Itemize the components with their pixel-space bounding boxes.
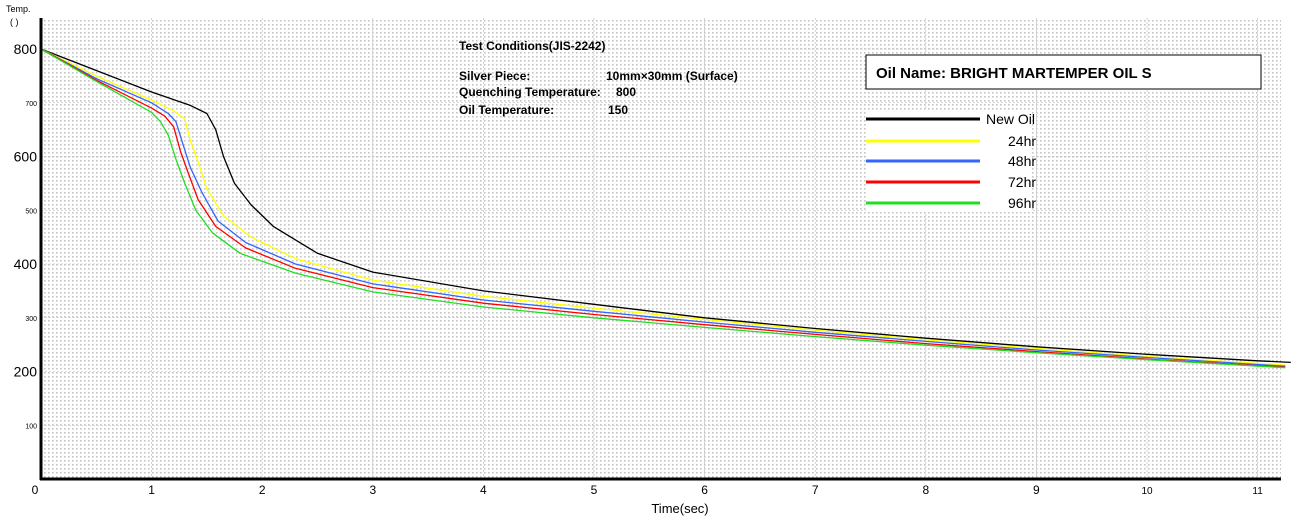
x-tick-label: 7 (812, 483, 819, 497)
x-tick-label: 2 (259, 483, 266, 497)
series-line-96hr (40, 48, 1286, 369)
series-line-72hr (40, 48, 1286, 368)
x-tick-label: 10 (1141, 486, 1153, 497)
y-axis-unit: ( ) (10, 17, 19, 27)
quenching-temp-label: Quenching Temperature: (459, 85, 601, 99)
y-tick-label-minor: 300 (25, 316, 37, 323)
y-tick-label-minor: 100 (25, 423, 37, 430)
axes (39, 18, 1281, 481)
series-layer (40, 48, 1291, 369)
x-tick-label: 3 (369, 483, 376, 497)
silver-piece-label: Silver Piece: (459, 69, 530, 83)
test-conditions-title: Test Conditions(JIS-2242) (459, 39, 605, 53)
legend-label-24hr: 24hr (1008, 133, 1036, 149)
x-tick-label: 4 (480, 483, 487, 497)
x-tick-label: 11 (1252, 486, 1263, 497)
legend-label-48hr: 48hr (1008, 153, 1036, 169)
y-tick-label: 600 (14, 149, 38, 165)
x-tick-label: 1 (148, 483, 155, 497)
series-line-24hr (40, 48, 1286, 366)
x-tick-label: 6 (701, 483, 708, 497)
oil-name-box: Oil Name: BRIGHT MARTEMPER OIL S (865, 54, 1262, 90)
legend-label-96hr: 96hr (1008, 195, 1036, 211)
series-line-new-oil (40, 48, 1291, 364)
tick-labels: 0 1 2 3 4 5 6 7 8 9 10 11 200 400 600 800 100 300 500 700 (14, 41, 1264, 497)
x-tick-label: 8 (922, 483, 929, 497)
y-tick-label: 200 (14, 364, 38, 380)
oil-temp-value: 150 (608, 103, 628, 117)
silver-piece-value: 10mm×30mm (Surface) (606, 69, 738, 83)
y-tick-label-minor: 500 (25, 208, 37, 215)
series-line-48hr (40, 48, 1286, 367)
y-tick-label-minor: 700 (25, 101, 37, 108)
y-tick-label: 400 (14, 256, 38, 272)
oil-name-text: Oil Name: BRIGHT MARTEMPER OIL S (876, 65, 1152, 82)
y-axis-title: Temp. (6, 4, 31, 14)
x-tick-label: 0 (32, 483, 39, 497)
oil-temp-label: Oil Temperature: (459, 103, 554, 117)
x-axis-title: Time(sec) (651, 501, 708, 516)
legend: New Oil 24hr 48hr 72hr 96hr (866, 110, 1036, 212)
test-conditions-block: Test Conditions(JIS-2242) Silver Piece: … (459, 39, 738, 117)
legend-label-72hr: 72hr (1008, 174, 1036, 190)
x-tick-label: 9 (1033, 483, 1040, 497)
legend-label-new-oil: New Oil (986, 111, 1035, 127)
y-tick-label: 800 (14, 41, 38, 57)
x-tick-label: 5 (591, 483, 598, 497)
quenching-temp-value: 800 (616, 85, 636, 99)
